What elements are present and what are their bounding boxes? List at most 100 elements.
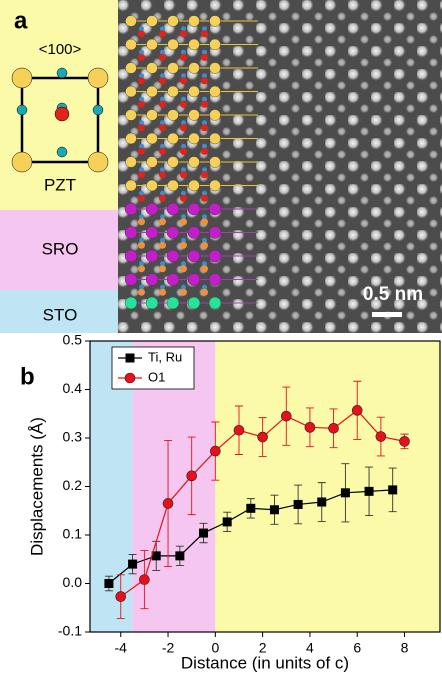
atom [189,157,200,168]
atom [168,133,179,144]
marker [175,551,184,560]
scale-bar-label: 0.5 nm [363,284,423,305]
marker [199,529,208,538]
atom [201,77,208,84]
atom [188,250,200,262]
atom [167,297,179,309]
atom [189,16,200,27]
legend-marker [125,373,135,383]
atom [189,63,200,74]
atom [146,297,158,309]
atom [138,218,145,225]
marker [352,405,362,415]
atom [180,242,187,249]
atom [126,180,137,191]
atom [180,30,187,37]
panel-label: a [14,7,28,34]
atom [138,124,145,131]
legend-label: O1 [148,369,165,384]
marker [246,504,255,513]
atom [167,274,179,286]
atom [201,54,208,61]
atom [159,218,166,225]
atom [201,124,208,131]
atom [201,242,208,249]
atom [189,133,200,144]
atom [209,250,221,262]
atom [168,16,179,27]
atom [180,265,187,272]
atom [147,39,158,50]
atom [189,86,200,97]
plot: b-0.10.00.10.20.30.40.5-4-202468Distance… [20,332,440,673]
atom [168,39,179,50]
atom [210,86,221,97]
y-tick-label: 0.4 [63,380,83,396]
marker [400,436,410,446]
atom [201,101,208,108]
atom [138,171,145,178]
atom [159,289,166,296]
atom [167,227,179,239]
marker [223,517,232,526]
figure: a <100> PZT SRO STO 0.5 nm b-0.10.00.10.… [0,0,442,679]
y-tick-label: 0.3 [63,429,83,445]
atom [201,265,208,272]
atom [188,203,200,215]
y-tick-label: -0.1 [58,623,82,639]
atom [125,250,137,262]
atom [126,39,137,50]
marker [210,446,220,456]
atom [180,54,187,61]
layer-label: SRO [42,239,79,258]
x-tick-label: -2 [162,640,175,656]
atom [159,242,166,249]
atom [201,30,208,37]
atom [189,110,200,121]
atom [125,297,137,309]
layer-label: PZT [44,175,76,194]
atom [125,274,137,286]
atom [188,274,200,286]
x-tick-label: -4 [115,640,128,656]
atom [147,157,158,168]
atom [180,77,187,84]
marker [294,500,303,509]
atom [209,297,221,309]
shaded-region [215,341,440,632]
atom [180,101,187,108]
atom [159,101,166,108]
atom [138,289,145,296]
atom [159,195,166,202]
atom [147,63,158,74]
atom [201,148,208,155]
marker [365,487,374,496]
x-tick-label: 8 [401,640,409,656]
direction-label: <100> [39,41,82,58]
atom [180,171,187,178]
atom [210,39,221,50]
atom [168,63,179,74]
y-tick-label: 0.1 [63,526,83,542]
atom [201,171,208,178]
legend-label: Ti, Ru [148,349,182,364]
marker [305,422,315,432]
atom [125,227,137,239]
x-axis-label: Distance (in units of c) [181,653,349,672]
atom [138,148,145,155]
y-tick-label: 0.0 [63,574,83,590]
atom [138,77,145,84]
atom [126,63,137,74]
atom [126,86,137,97]
atom [159,148,166,155]
marker [116,592,126,602]
atom [125,203,137,215]
marker [187,471,197,481]
atom [209,274,221,286]
atom [168,157,179,168]
marker [270,505,279,514]
y-tick-label: 0.5 [63,332,83,348]
atom [147,16,158,27]
atom [138,30,145,37]
atom [159,30,166,37]
